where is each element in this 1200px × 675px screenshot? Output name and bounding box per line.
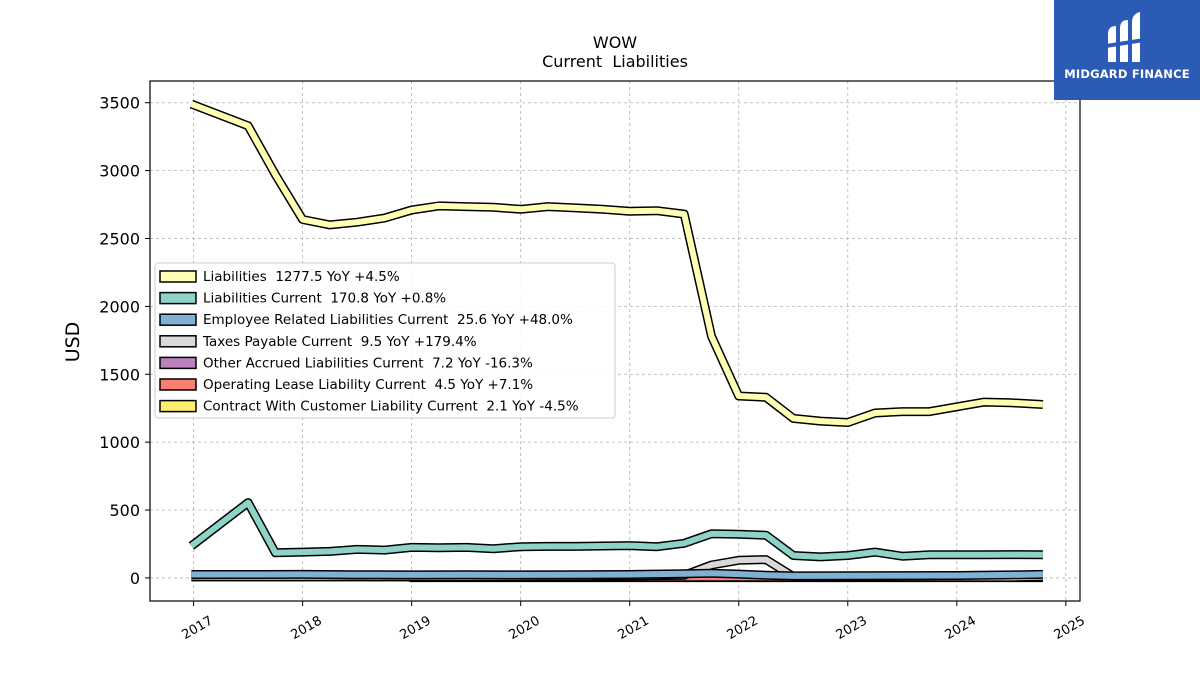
y-axis-label: USD <box>62 322 84 363</box>
y-tick-label: 0 <box>130 569 140 588</box>
series-0 <box>189 99 1044 427</box>
series-line <box>190 101 1044 426</box>
x-tick-label: 2023 <box>834 613 870 643</box>
x-tick-label: 2022 <box>725 613 761 643</box>
legend-swatch <box>159 335 197 348</box>
y-tick-label: 2000 <box>99 297 140 316</box>
legend-swatch <box>159 356 197 370</box>
x-tick-label: 2020 <box>507 613 543 643</box>
logo-mark-icon <box>1106 12 1144 62</box>
series-1 <box>188 498 1043 562</box>
legend: Liabilities 1277.5 YoY +4.5% Liabilities … <box>154 262 616 419</box>
y-tick-label: 3500 <box>99 94 140 113</box>
chart-title: WOW <box>593 33 637 52</box>
legend-swatch <box>159 270 197 283</box>
legend-item-label: Liabilities 1277.5 YoY +4.5% <box>203 269 400 285</box>
x-tick-label: 2024 <box>943 613 979 643</box>
plot-frame <box>149 80 1081 602</box>
y-tick-label: 1500 <box>99 365 140 384</box>
brand-name: MIDGARD FINANCE <box>1064 67 1190 81</box>
legend-swatch <box>159 291 197 305</box>
x-tick-label: 2021 <box>616 613 652 643</box>
chart-subtitle: Current Liabilities <box>542 52 688 71</box>
legend-swatch <box>159 378 197 391</box>
x-tick-label: 2018 <box>288 613 324 643</box>
series-2 <box>191 568 1043 581</box>
x-tick-label: 2025 <box>1052 613 1088 643</box>
series-group <box>188 99 1044 583</box>
legend-item-label: Contract With Customer Liability Current… <box>203 399 579 415</box>
x-tick-label: 2019 <box>398 613 434 643</box>
legend-item-label: Employee Related Liabilities Current 25.… <box>203 312 573 328</box>
y-tick-label: 3000 <box>99 162 140 181</box>
legend-item-label: Operating Lease Liability Current 4.5 Yo… <box>203 377 533 393</box>
y-tick-label: 500 <box>109 501 140 520</box>
legend-box <box>154 262 616 419</box>
midgard-finance-logo: MIDGARD FINANCE <box>1054 0 1200 100</box>
series-line <box>189 499 1043 560</box>
legend-swatch <box>159 313 197 326</box>
y-tick-label: 1000 <box>99 433 140 452</box>
legend-item-label: Other Accrued Liabilities Current 7.2 Yo… <box>203 355 533 371</box>
x-tick-label: 2017 <box>179 613 215 643</box>
y-tick-label: 2500 <box>99 229 140 248</box>
legend-item-label: Taxes Payable Current 9.5 YoY +179.4% <box>202 334 477 350</box>
series-line <box>191 570 1043 579</box>
legend-item-label: Liabilities Current 170.8 YoY +0.8% <box>203 291 446 307</box>
legend-swatch <box>159 399 197 413</box>
